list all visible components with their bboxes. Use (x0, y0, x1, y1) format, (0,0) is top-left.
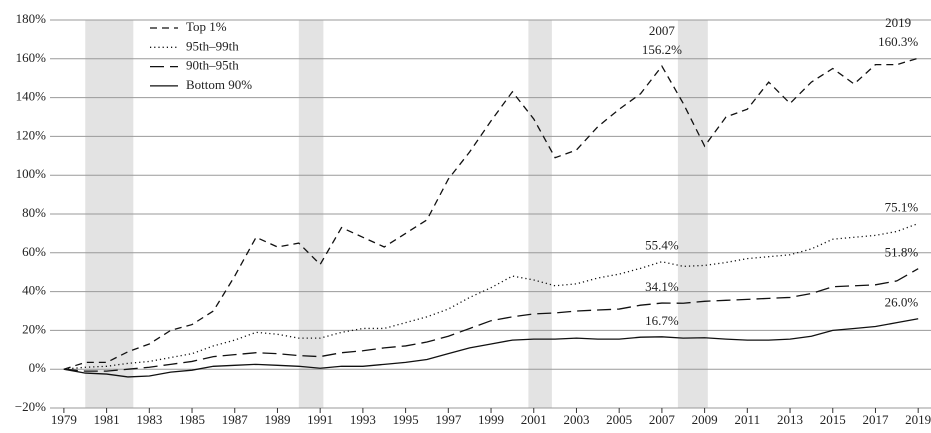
y-tick-label: 20% (22, 321, 46, 336)
value-label: 34.1% (645, 279, 679, 294)
x-tick-label: 2015 (820, 412, 846, 427)
year-annotation: 2019 (885, 15, 911, 30)
value-label: 16.7% (645, 313, 679, 328)
legend-label: Bottom 90% (186, 77, 252, 92)
x-tick-label: 1989 (264, 412, 290, 427)
series-line (63, 222, 919, 370)
value-label: 26.0% (885, 295, 919, 310)
series-line (63, 318, 919, 378)
x-tick-label: 1987 (222, 412, 249, 427)
x-tick-label: 1999 (478, 412, 504, 427)
x-tick-label: 1981 (94, 412, 120, 427)
y-tick-label: 180% (16, 11, 47, 26)
x-tick-label: 2007 (649, 412, 676, 427)
x-tick-label: 2011 (735, 412, 761, 427)
legend-label: Top 1% (186, 19, 227, 34)
x-tick-label: 2017 (862, 412, 889, 427)
y-tick-label: 140% (16, 89, 47, 104)
series-line (63, 268, 919, 372)
y-tick-label: 0% (29, 360, 47, 375)
x-tick-label: 1997 (435, 412, 462, 427)
x-tick-label: 1993 (350, 412, 376, 427)
value-label: 156.2% (642, 42, 682, 57)
y-tick-label: 160% (16, 50, 47, 65)
value-label: 51.8% (885, 245, 919, 260)
x-tick-label: 2019 (905, 412, 931, 427)
x-tick-label: 1983 (136, 412, 162, 427)
year-annotation: 2007 (649, 23, 676, 38)
y-tick-label: 100% (16, 166, 47, 181)
x-tick-label: 2013 (777, 412, 803, 427)
x-tick-label: 2009 (692, 412, 718, 427)
legend-label: 90th–95th (186, 58, 239, 73)
y-tick-label: 40% (22, 283, 46, 298)
y-tick-label: 80% (22, 205, 46, 220)
x-tick-label: 1995 (393, 412, 419, 427)
x-tick-label: 1991 (307, 412, 333, 427)
x-tick-label: 1985 (179, 412, 205, 427)
y-tick-label: −20% (15, 399, 46, 414)
x-tick-label: 2005 (606, 412, 632, 427)
x-tick-label: 1979 (51, 412, 77, 427)
y-tick-label: 60% (22, 244, 46, 259)
value-label: 75.1% (885, 199, 919, 214)
value-label: 160.3% (878, 34, 918, 49)
x-tick-label: 2003 (563, 412, 589, 427)
legend-label: 95th–99th (186, 38, 239, 53)
x-tick-label: 2001 (521, 412, 547, 427)
value-label: 55.4% (645, 238, 679, 253)
series-line (63, 57, 919, 370)
y-tick-label: 120% (16, 127, 47, 142)
